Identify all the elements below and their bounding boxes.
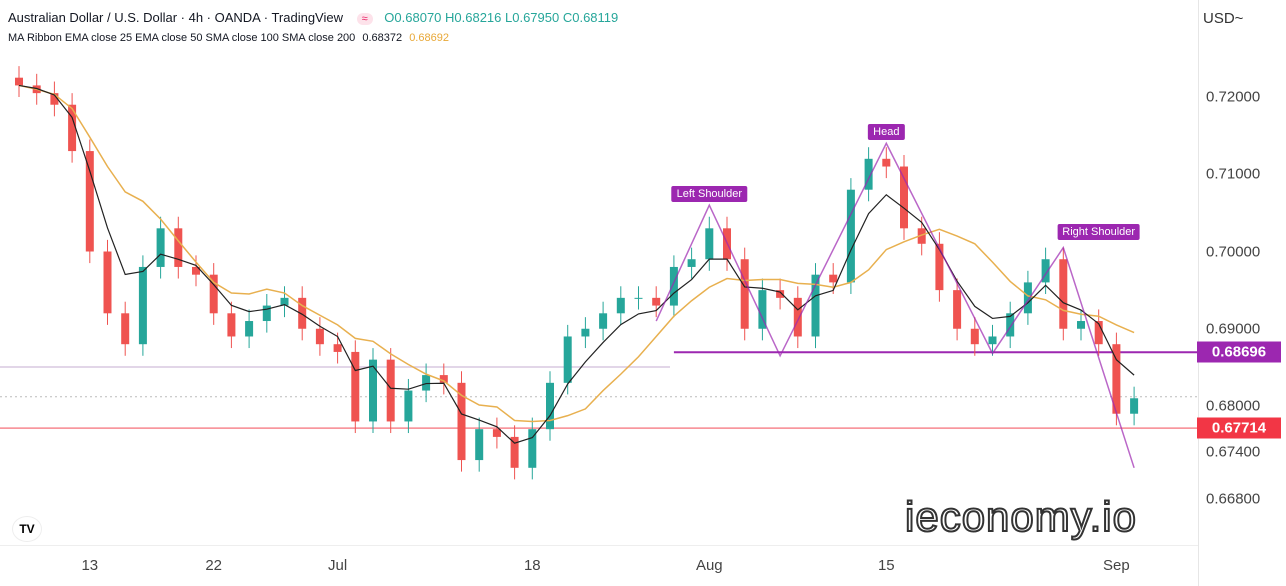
- candle-body: [138, 266, 147, 345]
- candle-body: [1130, 398, 1139, 414]
- candle-body: [563, 336, 572, 383]
- symbol-title[interactable]: Australian Dollar / U.S. Dollar · 4h · O…: [8, 10, 343, 25]
- candle-body: [315, 328, 324, 345]
- candle-body: [298, 297, 307, 329]
- y-tick-label: 0.68000: [1206, 397, 1261, 415]
- x-tick-label: Aug: [695, 557, 723, 574]
- candle-body: [1112, 344, 1121, 414]
- candle-body: [369, 359, 377, 422]
- pattern-label: Left Shoulder: [671, 185, 748, 202]
- ema-fast-line: [18, 84, 1135, 444]
- candle-body: [1094, 321, 1103, 345]
- currency-selector[interactable]: USD~: [1203, 10, 1244, 27]
- candle-body: [475, 429, 484, 461]
- y-tick-label: 0.70000: [1206, 243, 1261, 260]
- candle-body: [528, 429, 537, 468]
- candle-body: [705, 228, 714, 260]
- candle-body: [245, 321, 254, 337]
- candle-body: [510, 436, 519, 468]
- candle-body: [15, 77, 23, 86]
- tradingview-logo[interactable]: TV: [12, 516, 42, 542]
- candle-body: [882, 158, 891, 167]
- candle-body: [422, 375, 431, 391]
- candle-body: [457, 382, 466, 461]
- candle-body: [634, 297, 643, 299]
- candle-body: [227, 313, 236, 337]
- y-tick-label: 0.71000: [1206, 165, 1261, 183]
- x-tick-label: Sep: [1103, 557, 1130, 574]
- candle-body: [351, 351, 360, 422]
- ieconomy-watermark: ieconomy.io: [904, 493, 1137, 541]
- candle-body: [546, 382, 554, 430]
- candle-body: [85, 151, 94, 252]
- y-tick-label: 0.72000: [1206, 88, 1261, 106]
- candle-body: [988, 336, 997, 345]
- candle-body: [829, 274, 838, 283]
- candle-body: [669, 266, 678, 306]
- candle-body: [262, 305, 271, 322]
- x-tick-label: 18: [523, 557, 541, 574]
- candle-body: [740, 259, 749, 329]
- candle-body: [439, 375, 448, 383]
- candle-body: [758, 290, 767, 329]
- ohlc-values: O0.68070 H0.68216 L0.67950 C0.68119: [384, 10, 619, 25]
- x-tick-label: 22: [205, 557, 223, 574]
- candle-body: [1006, 313, 1015, 337]
- candle-body: [581, 328, 590, 337]
- indicator-label: MA Ribbon EMA close 25 EMA close 50 SMA …: [8, 32, 356, 44]
- price-plot[interactable]: [0, 0, 1198, 545]
- y-tick-label: 0.69000: [1206, 320, 1261, 338]
- indicator-value-ema50: 0.68692: [409, 32, 449, 44]
- candle-body: [846, 189, 855, 283]
- candle-body: [935, 243, 944, 291]
- candle-body: [1041, 259, 1050, 283]
- ema-slow-line: [18, 84, 1135, 423]
- chart-header: Australian Dollar / U.S. Dollar · 4h · O…: [8, 10, 618, 25]
- candle-body: [616, 297, 625, 314]
- candle-body: [386, 359, 395, 422]
- x-tick-label: 15: [877, 557, 895, 574]
- x-tick-label: Jul: [328, 557, 348, 574]
- indicator-legend[interactable]: MA Ribbon EMA close 25 EMA close 50 SMA …: [8, 32, 449, 44]
- price-tag: 0.67714: [1197, 417, 1281, 439]
- time-axis-divider: [0, 545, 1198, 546]
- x-tick-label: 13: [81, 557, 99, 574]
- candle-body: [404, 390, 413, 422]
- candle-body: [652, 297, 661, 306]
- candle-body: [68, 104, 77, 152]
- pattern-label: Head: [868, 123, 905, 140]
- candle-body: [333, 344, 342, 352]
- candle-body: [776, 290, 785, 298]
- price-tag: 0.68696: [1197, 341, 1281, 363]
- indicator-value-ema25: 0.68372: [362, 32, 403, 44]
- candle-body: [900, 166, 908, 229]
- head-shoulders-pattern: [655, 141, 1135, 469]
- y-tick-label: 0.67400: [1206, 443, 1261, 461]
- candle-body: [1077, 321, 1085, 329]
- price-axis[interactable]: [1198, 0, 1286, 586]
- candle-body: [192, 266, 200, 275]
- candle-body: [599, 313, 608, 329]
- candle-body: [174, 228, 183, 267]
- candle-body: [1023, 282, 1032, 314]
- candle-body: [280, 297, 289, 306]
- pattern-label: Right Shoulder: [1057, 224, 1141, 241]
- candle-body: [209, 274, 218, 314]
- candle-body: [492, 429, 501, 437]
- candle-body: [1059, 259, 1068, 329]
- y-tick-label: 0.66800: [1206, 490, 1261, 508]
- compare-toggle-icon[interactable]: ≈: [356, 13, 373, 25]
- candle-body: [953, 290, 962, 329]
- candle-body: [793, 297, 802, 337]
- candle-body: [156, 228, 165, 267]
- candle-body: [103, 251, 112, 314]
- candle-body: [811, 274, 820, 337]
- candle-body: [687, 259, 696, 267]
- candle-body: [864, 158, 873, 190]
- candle-body: [121, 313, 130, 345]
- candle-body: [917, 228, 926, 244]
- candle-body: [970, 328, 979, 345]
- candle-body: [50, 93, 59, 105]
